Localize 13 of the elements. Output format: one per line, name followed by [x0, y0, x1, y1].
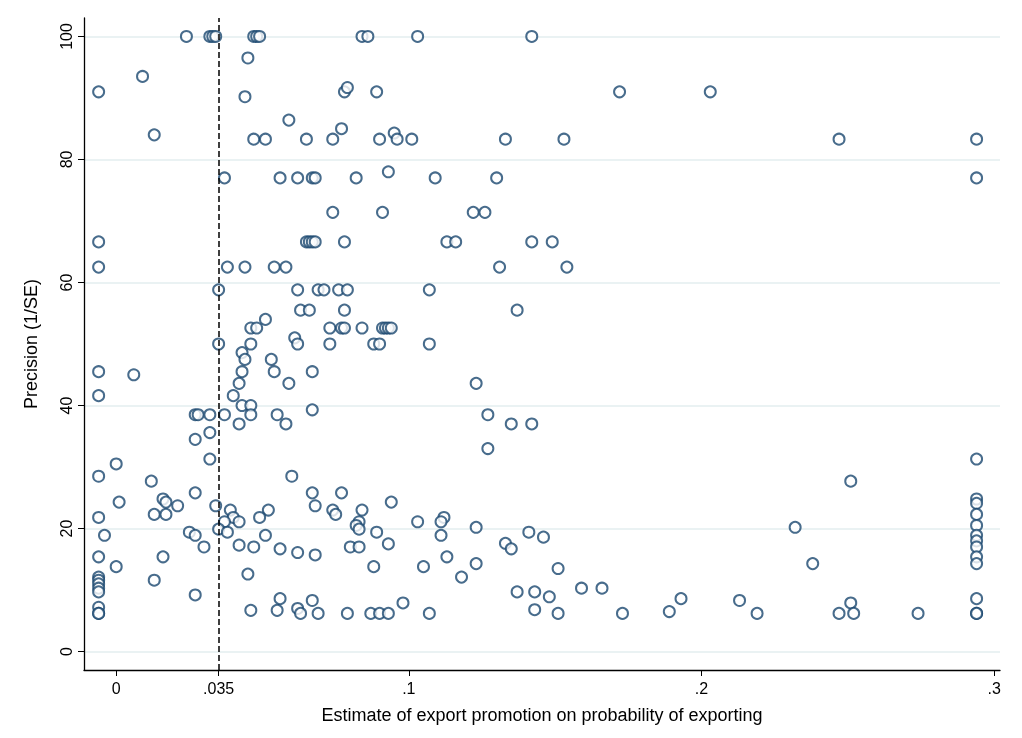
y-axis-title: Precision (1/SE): [21, 278, 41, 410]
x-tick-label: 0: [111, 679, 121, 697]
y-tick-label: 100: [57, 23, 75, 50]
x-tick-label: .2: [694, 679, 709, 697]
x-tick-label: .3: [987, 679, 1001, 697]
y-tick-label: 40: [57, 396, 75, 415]
x-axis-title: Estimate of export promotion on probability of exporting: [321, 705, 763, 725]
x-tick-label: .035: [203, 679, 235, 697]
y-tick-label: 20: [57, 519, 75, 538]
y-tick-label: 0: [57, 647, 75, 656]
y-tick-label: 60: [57, 273, 75, 292]
x-tick-label: .1: [402, 679, 416, 697]
y-tick-label: 80: [57, 150, 75, 169]
